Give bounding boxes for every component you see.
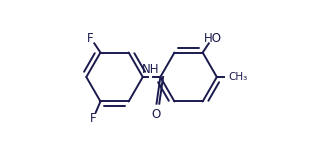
Text: F: F [90, 112, 96, 125]
Text: HO: HO [204, 32, 222, 45]
Text: O: O [151, 108, 160, 121]
Text: CH₃: CH₃ [228, 72, 247, 82]
Text: F: F [87, 32, 94, 45]
Text: NH: NH [142, 63, 159, 76]
